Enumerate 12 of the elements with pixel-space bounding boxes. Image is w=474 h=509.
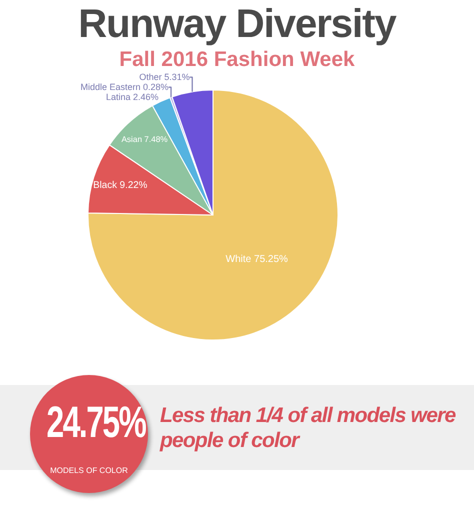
chart-title: Runway Diversity (77, 2, 398, 47)
text: 24.75% (46, 398, 146, 448)
slice-label: Asian 7.48% (121, 135, 168, 144)
slice-label: Black 9.22% (93, 180, 148, 192)
pie-slice (88, 90, 338, 340)
slice-label: White 75.25% (226, 254, 288, 266)
slice-label: Latina 2.46% (106, 92, 159, 102)
text: Less than 1/4 of all models were people of color (160, 403, 456, 453)
slice-label: Other 5.31% (139, 72, 190, 82)
slice-label: Middle Eastern 0.28% (80, 82, 169, 92)
chart-subtitle: Fall 2016 Fashion Week (118, 48, 356, 72)
text: MODELS OF COLOR (49, 466, 129, 475)
